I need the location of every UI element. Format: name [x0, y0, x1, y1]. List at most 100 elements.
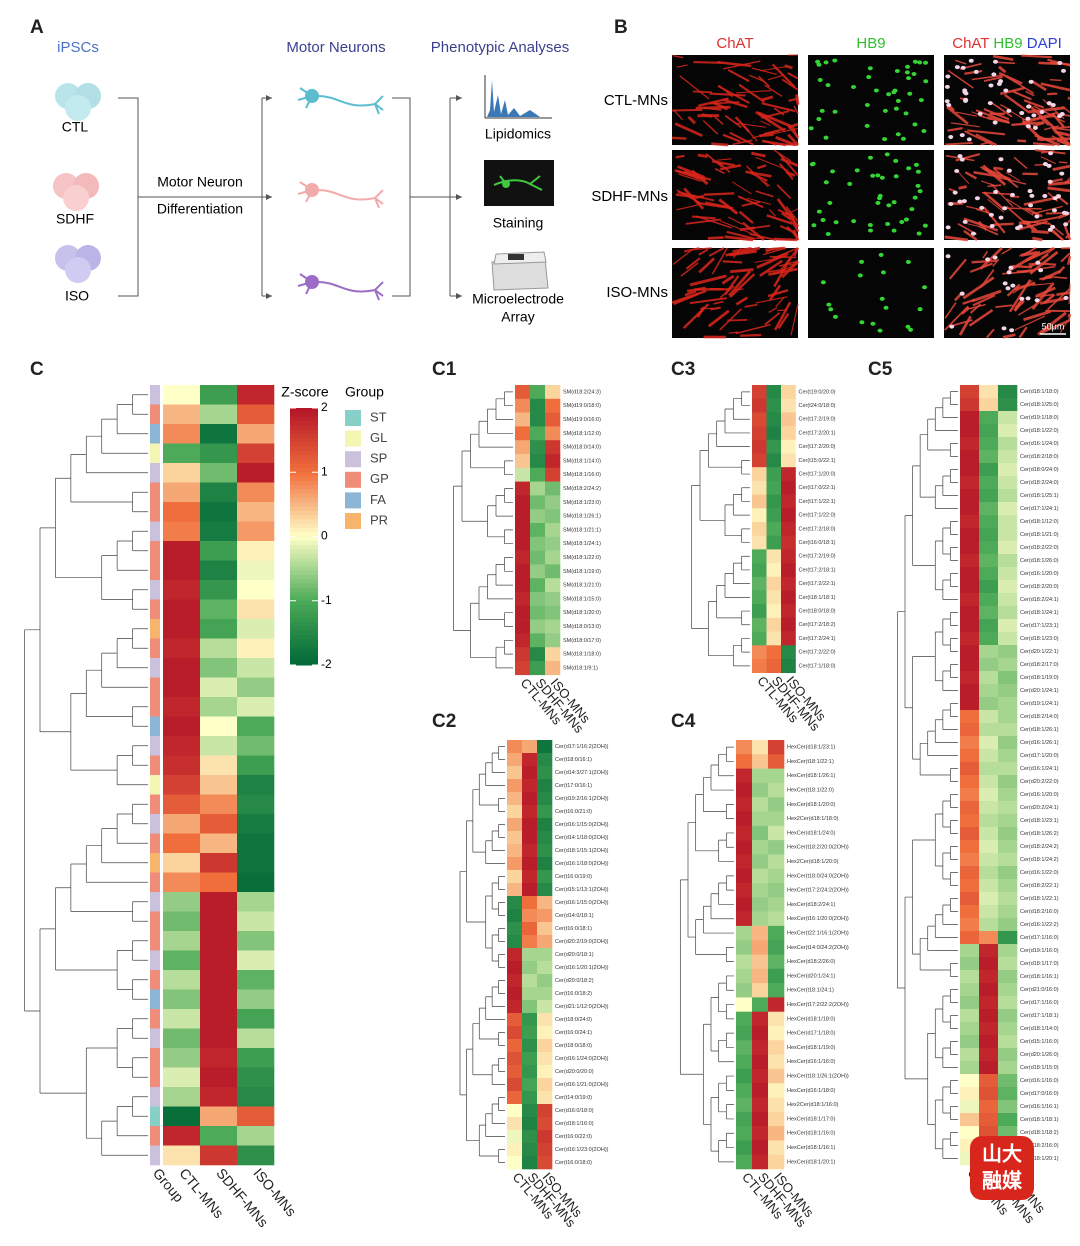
nucleus [985, 257, 991, 262]
colorbar-step [290, 485, 318, 490]
fiber [792, 126, 799, 140]
fiber [680, 262, 699, 277]
heat-cell [998, 411, 1018, 425]
row-label: SM(d19:0/16:0) [563, 417, 601, 423]
heat-cell [979, 619, 999, 633]
heat-cell [200, 794, 238, 815]
fiber [751, 151, 766, 158]
heat-cell [960, 905, 980, 919]
row-label: Cer(d20:1/24:1) [1020, 688, 1059, 694]
nucleus [988, 212, 994, 217]
heat-cell [752, 480, 767, 495]
row-label: Cer(d17:1/24:1) [1020, 506, 1059, 512]
heat-cell [507, 740, 523, 754]
row-label: Cer(t17:2/20:1) [799, 430, 836, 436]
row-label: Cer(t18:0/18:0) [555, 1043, 592, 1049]
row-label: HexCer(d18:1/20:0) [787, 802, 835, 808]
row-label: HexCer(d18:1/24:0) [787, 830, 835, 836]
group-cell [150, 677, 160, 698]
fiber [758, 75, 771, 88]
nucleus [954, 65, 960, 70]
heat-cell [200, 1048, 238, 1068]
heat-cell [530, 426, 546, 441]
nucleus [1042, 162, 1048, 167]
row-label: Cer(t17:1/22:1) [799, 499, 836, 505]
channel-label: ChAT [716, 35, 753, 52]
fiber [675, 193, 696, 199]
heat-cell [998, 489, 1018, 503]
row-label: Cer(t17:0/16:1) [555, 783, 592, 789]
watermark-text: 山大 [982, 1142, 1022, 1165]
heat-cell [768, 1097, 785, 1113]
heat-cell [979, 1022, 999, 1036]
heat-cell [736, 868, 753, 884]
heat-cell [537, 1104, 553, 1118]
heat-cell [960, 957, 980, 971]
heat-cell [960, 892, 980, 906]
flow-brackets [118, 95, 462, 299]
fiber [1049, 78, 1062, 82]
heat-cell [998, 905, 1018, 919]
fiber [944, 235, 969, 242]
heat-cell [979, 710, 999, 724]
nucleus [952, 190, 958, 195]
fiber [992, 258, 1000, 267]
fiber [1045, 275, 1068, 279]
fiber [754, 256, 787, 263]
nucleus [857, 273, 863, 278]
heat-cell [736, 1083, 753, 1098]
heat-cell [960, 710, 980, 724]
colorbar-step [290, 609, 318, 615]
heat-cell [979, 970, 999, 984]
heat-cell [960, 775, 980, 789]
heat-cell [736, 968, 753, 984]
fiber [1024, 220, 1038, 232]
nucleus [875, 173, 881, 178]
heat-cell [960, 1035, 980, 1049]
row-label: Hex2Cer(d18:1/16:0) [787, 1102, 839, 1108]
heat-cell [545, 481, 561, 496]
group-cell [150, 989, 160, 1010]
heat-cell [522, 1156, 538, 1170]
heat-cell [752, 535, 767, 550]
heat-cell [200, 1087, 238, 1107]
heat-cell [752, 811, 769, 827]
group-cell [150, 775, 160, 795]
heat-cell [998, 1087, 1018, 1101]
colorbar-step [290, 647, 318, 653]
heat-cell [752, 768, 769, 784]
fiber [1048, 181, 1071, 186]
heat-cell [960, 463, 980, 477]
heat-cell [960, 996, 980, 1010]
row-label: SM(d18:1/18:0) [563, 652, 601, 658]
heat-cell [522, 805, 538, 819]
heat-cell [768, 754, 785, 769]
dendrogram [691, 391, 750, 667]
heat-cell [979, 398, 999, 412]
fiber [767, 74, 783, 81]
heat-cell [163, 970, 201, 990]
row-label: Cer(d17:1/23:1) [1020, 623, 1059, 629]
heat-cell [237, 872, 275, 893]
heat-cell [522, 909, 538, 923]
fiber [1067, 255, 1072, 266]
heat-cell [545, 467, 561, 482]
heat-cell [200, 853, 238, 873]
heat-cell [979, 645, 999, 659]
heat-cell [768, 897, 785, 912]
nucleus [909, 207, 915, 212]
row-label: HexCer(t14:0/24:2(2OH)) [787, 945, 849, 951]
heat-cell [530, 550, 546, 565]
legend-swatch [345, 471, 361, 488]
heat-cell [537, 1026, 553, 1040]
fiber [981, 180, 998, 187]
heat-cell [163, 658, 201, 678]
group-cell [150, 482, 160, 503]
heat-cell [515, 398, 531, 413]
heat-cell [752, 467, 767, 482]
fiber [981, 191, 1014, 196]
heat-cell [766, 576, 782, 591]
heat-cell [545, 509, 561, 524]
nucleus [1010, 283, 1016, 288]
heat-cell [200, 560, 238, 581]
